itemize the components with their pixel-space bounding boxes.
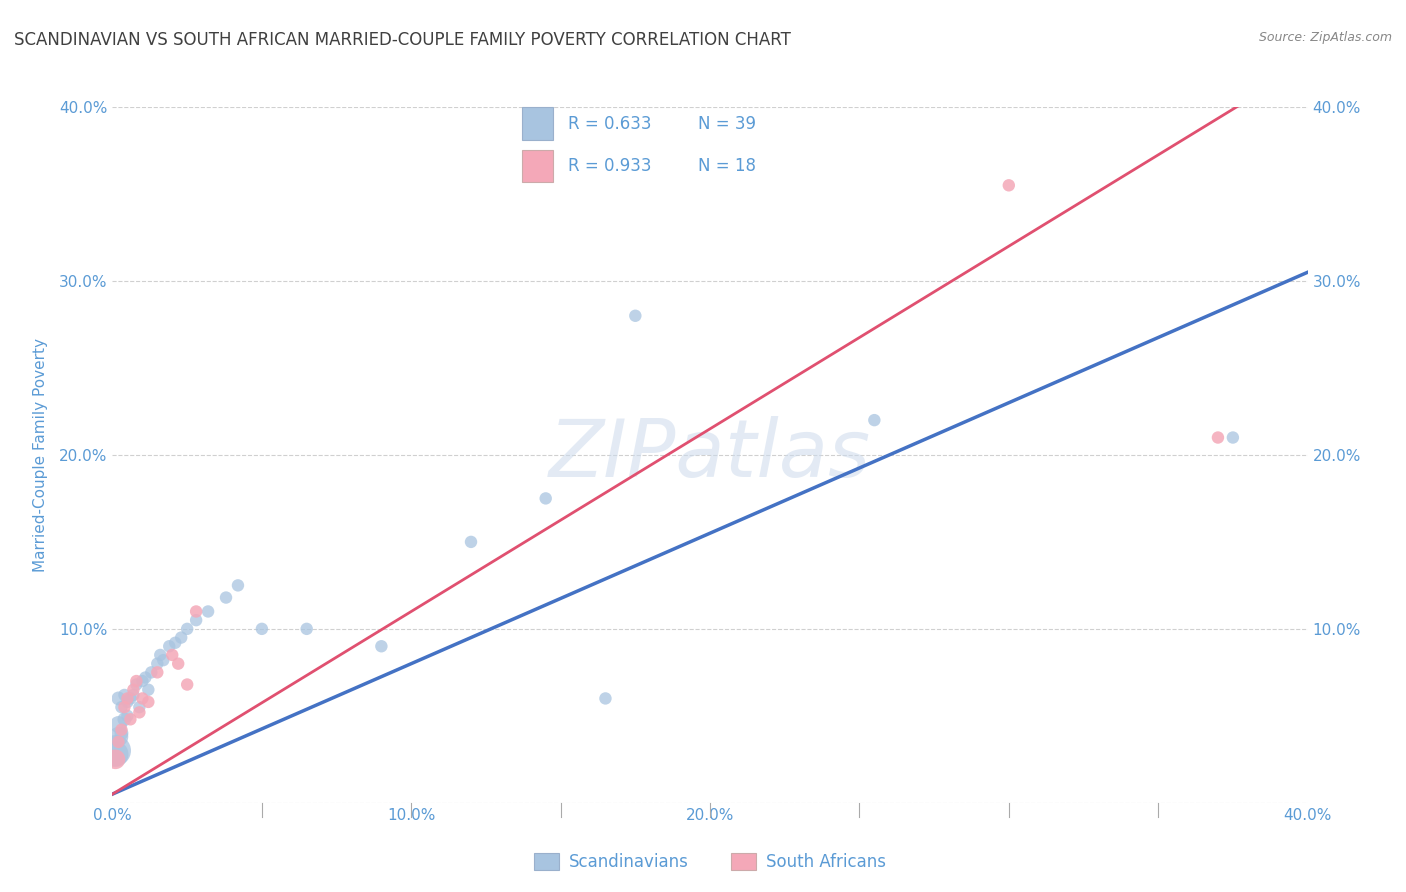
Point [120,712,142,726]
Point [104,744,127,758]
Point [295,622,318,636]
Point [146,665,169,680]
Text: N = 39: N = 39 [697,115,756,133]
FancyBboxPatch shape [522,108,553,140]
Legend: Scandinavians, South Africans: Scandinavians, South Africans [527,847,893,878]
Point [176,622,198,636]
Point [1222,430,1244,444]
Point [117,691,139,706]
Point [107,735,129,749]
Point [104,747,127,761]
Text: R = 0.633: R = 0.633 [568,115,651,133]
Text: R = 0.933: R = 0.933 [568,157,651,175]
Point [215,591,238,605]
Point [863,413,886,427]
Point [460,534,482,549]
Point [120,691,142,706]
Point [149,648,172,662]
Point [110,700,132,714]
Point [998,178,1021,193]
Point [128,706,150,720]
Point [595,691,617,706]
Text: ZIPatlas: ZIPatlas [548,416,872,494]
Point [125,674,148,689]
Point [114,700,135,714]
Point [134,671,156,685]
Point [157,639,180,653]
Point [117,708,139,723]
Point [176,677,198,691]
Point [152,653,174,667]
Point [250,622,273,636]
Text: SCANDINAVIAN VS SOUTH AFRICAN MARRIED-COUPLE FAMILY POVERTY CORRELATION CHART: SCANDINAVIAN VS SOUTH AFRICAN MARRIED-CO… [14,31,792,49]
Point [534,491,557,506]
Point [110,726,132,740]
Point [146,657,169,671]
Text: N = 18: N = 18 [697,157,756,175]
Point [131,691,153,706]
Point [1206,430,1229,444]
Point [624,309,647,323]
Point [167,657,190,671]
Y-axis label: Married-Couple Family Poverty: Married-Couple Family Poverty [32,338,48,572]
Point [122,682,145,697]
Point [107,730,129,744]
Point [131,674,153,689]
Point [138,682,160,697]
Point [186,605,208,619]
Point [104,752,127,766]
Point [114,688,135,702]
Point [125,677,148,691]
Point [162,648,183,662]
Point [226,578,249,592]
Point [107,717,129,731]
Point [114,712,135,726]
Point [128,700,150,714]
Point [107,691,129,706]
Point [117,695,139,709]
Point [141,665,163,680]
Point [138,695,160,709]
Point [186,613,208,627]
Point [170,631,193,645]
Point [197,605,219,619]
Point [110,723,132,737]
Point [122,688,145,702]
FancyBboxPatch shape [522,150,553,183]
Text: Source: ZipAtlas.com: Source: ZipAtlas.com [1258,31,1392,45]
Point [165,636,187,650]
Point [370,639,392,653]
